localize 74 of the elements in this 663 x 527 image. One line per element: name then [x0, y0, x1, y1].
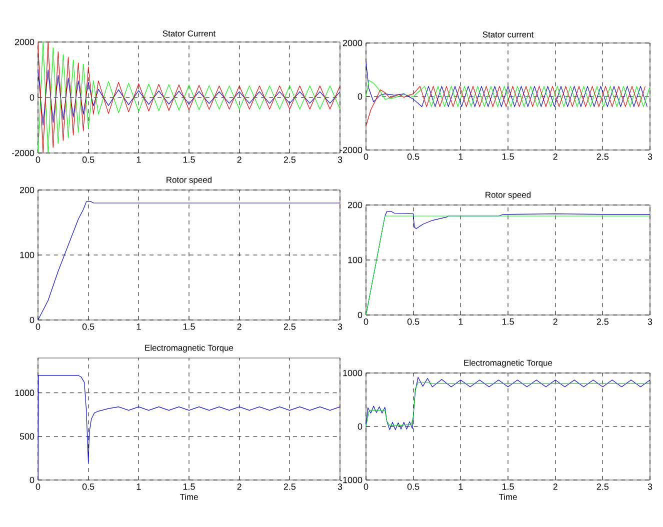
x-tick-label: 2 [553, 484, 558, 490]
y-tick-label: -2000 [340, 146, 362, 154]
x-tick-label: 1.5 [502, 484, 514, 490]
x-tick-label: 1.5 [502, 318, 514, 325]
x-tick-label: 3 [648, 154, 652, 160]
x-tick-label: 0 [36, 324, 40, 330]
x-axis-title: Time [498, 494, 517, 500]
x-tick-label: 2 [553, 318, 558, 325]
line-series [38, 42, 340, 153]
y-tick-label: -1000 [340, 476, 362, 484]
x-tick-label: 0 [36, 484, 40, 490]
chart-title: Rotor speed [166, 176, 212, 184]
y-tick-label: 100 [20, 252, 34, 258]
y-tick-label: 1000 [15, 390, 34, 396]
chart-title: Stator current [482, 31, 534, 38]
x-tick-label: 0.5 [82, 156, 94, 163]
x-tick-label: 3 [338, 324, 342, 330]
chart-title: Stator Current [162, 30, 216, 36]
y-tick-label: 0 [358, 423, 362, 430]
y-tick-label: 2000 [342, 40, 362, 46]
x-tick-label: 0.5 [407, 484, 420, 490]
line-series [366, 382, 650, 427]
line-series [366, 376, 650, 430]
x-tick-label: 1 [136, 484, 141, 490]
x-tick-label: 1.5 [183, 484, 195, 490]
x-tick-label: 2.5 [284, 156, 296, 163]
y-tick-label: 1000 [343, 370, 362, 376]
x-tick-label: 2.5 [284, 324, 296, 330]
x-tick-label: 0 [364, 318, 368, 325]
chart-title: Electromagnetic Torque [145, 344, 234, 352]
y-tick-label: 0 [358, 312, 362, 318]
x-tick-label: 0.5 [82, 324, 94, 330]
y-tick-label: 0 [30, 476, 34, 484]
y-tick-label: 100 [348, 256, 362, 264]
chart-title: Electromagnetic Torque [464, 360, 552, 368]
x-tick-label: 1 [136, 156, 141, 163]
x-tick-label: 2.5 [596, 318, 609, 325]
x-tick-label: 1.5 [502, 154, 514, 160]
y-tick-label: 200 [348, 202, 362, 208]
x-tick-label: 0.5 [407, 154, 420, 160]
x-tick-label: 0.5 [82, 484, 94, 490]
x-tick-label: 0.5 [407, 318, 420, 325]
x-tick-label: 1 [458, 154, 463, 160]
x-tick-label: 2 [553, 154, 558, 160]
chart-title: Rotor speed [486, 192, 531, 200]
x-tick-label: 2.5 [596, 154, 609, 160]
x-tick-label: 1 [458, 484, 463, 490]
x-tick-label: 3 [648, 318, 652, 325]
x-tick-label: 1.5 [183, 324, 195, 330]
line-series [366, 80, 650, 107]
y-tick-label: 2000 [14, 38, 34, 46]
x-tick-label: 0 [36, 156, 40, 163]
y-tick-label: -2000 [12, 150, 34, 156]
y-tick-label: 0 [30, 94, 34, 101]
x-tick-label: 2 [237, 156, 242, 163]
x-tick-label: 3 [648, 484, 652, 490]
y-tick-label: 200 [20, 186, 34, 194]
x-tick-label: 2.5 [284, 484, 296, 490]
x-tick-label: 2 [237, 324, 242, 330]
line-series [366, 86, 646, 126]
x-tick-label: 1 [458, 318, 463, 325]
line-series [366, 61, 648, 107]
x-tick-label: 2.5 [596, 484, 609, 490]
y-tick-label: 0 [358, 93, 362, 100]
x-tick-label: 2 [237, 484, 242, 490]
line-series [38, 69, 340, 126]
x-tick-label: 3 [338, 484, 342, 490]
x-tick-label: 1.5 [183, 156, 195, 163]
x-tick-label: 3 [338, 156, 342, 163]
x-tick-label: 0 [364, 484, 368, 490]
y-tick-label: 500 [20, 433, 34, 440]
x-tick-label: 1 [136, 324, 141, 330]
x-tick-label: 0 [364, 154, 368, 160]
x-axis-title: Time [180, 494, 198, 500]
